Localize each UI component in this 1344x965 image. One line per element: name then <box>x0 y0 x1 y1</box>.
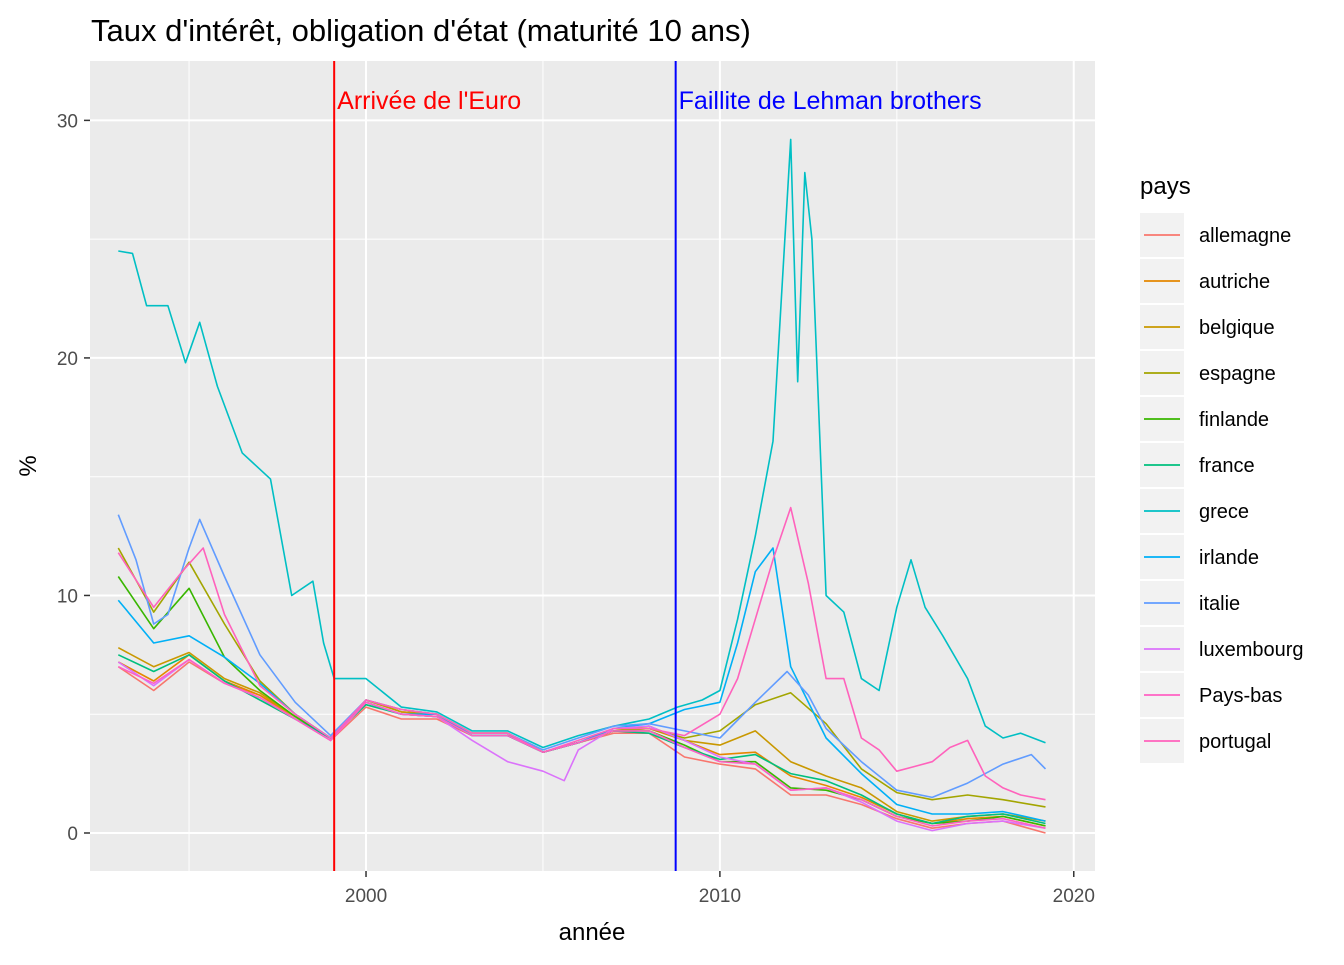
legend-label-irlande: irlande <box>1199 547 1259 569</box>
grid-major <box>90 61 1095 871</box>
x-tick-label: 2020 <box>1053 886 1095 907</box>
legend: allemagne autriche belgique espagne finlande… <box>1140 213 1304 763</box>
series-line-pays-bas <box>117 658 1046 829</box>
y-axis-label: % <box>15 455 42 476</box>
legend-label-finlande: finlande <box>1199 409 1269 431</box>
legend-label-portugal: portugal <box>1199 731 1271 753</box>
x-axis-ticks: 2000 2010 2020 <box>345 871 1095 907</box>
legend-label-espagne: espagne <box>1199 363 1276 385</box>
x-axis-label: année <box>559 919 626 946</box>
event-label-1: Faillite de Lehman brothers <box>679 87 982 115</box>
legend-label-grece: grece <box>1199 501 1249 523</box>
legend-label-autriche: autriche <box>1199 271 1270 293</box>
series-line-grece <box>118 138 1046 749</box>
legend-label-allemagne: allemagne <box>1199 225 1291 247</box>
y-tick-label: 30 <box>57 111 78 132</box>
y-axis-ticks: 0 10 20 30 <box>57 111 90 845</box>
grid-minor <box>90 61 1095 871</box>
chart-title: Taux d'intérêt, obligation d'état (matur… <box>91 13 751 48</box>
legend-label-italie: italie <box>1199 593 1240 615</box>
series-layer <box>117 138 1047 834</box>
series-line-portugal <box>117 506 1046 801</box>
legend-title: pays <box>1140 173 1191 200</box>
legend-label-belgique: belgique <box>1199 317 1275 339</box>
y-tick-label: 10 <box>57 586 78 607</box>
x-tick-label: 2010 <box>699 886 741 907</box>
x-tick-label: 2000 <box>345 886 387 907</box>
legend-label-pays-bas: Pays-bas <box>1199 685 1282 707</box>
legend-label-france: france <box>1199 455 1255 477</box>
legend-label-luxembourg: luxembourg <box>1199 639 1304 661</box>
plot-panel <box>90 61 1095 871</box>
annotation-layer: Arrivée de l'Euro Faillite de Lehman brot… <box>333 61 982 871</box>
y-tick-label: 20 <box>57 349 78 370</box>
series-line-italie <box>117 514 1047 799</box>
y-tick-label: 0 <box>67 824 78 845</box>
event-label-0: Arrivée de l'Euro <box>337 87 521 115</box>
